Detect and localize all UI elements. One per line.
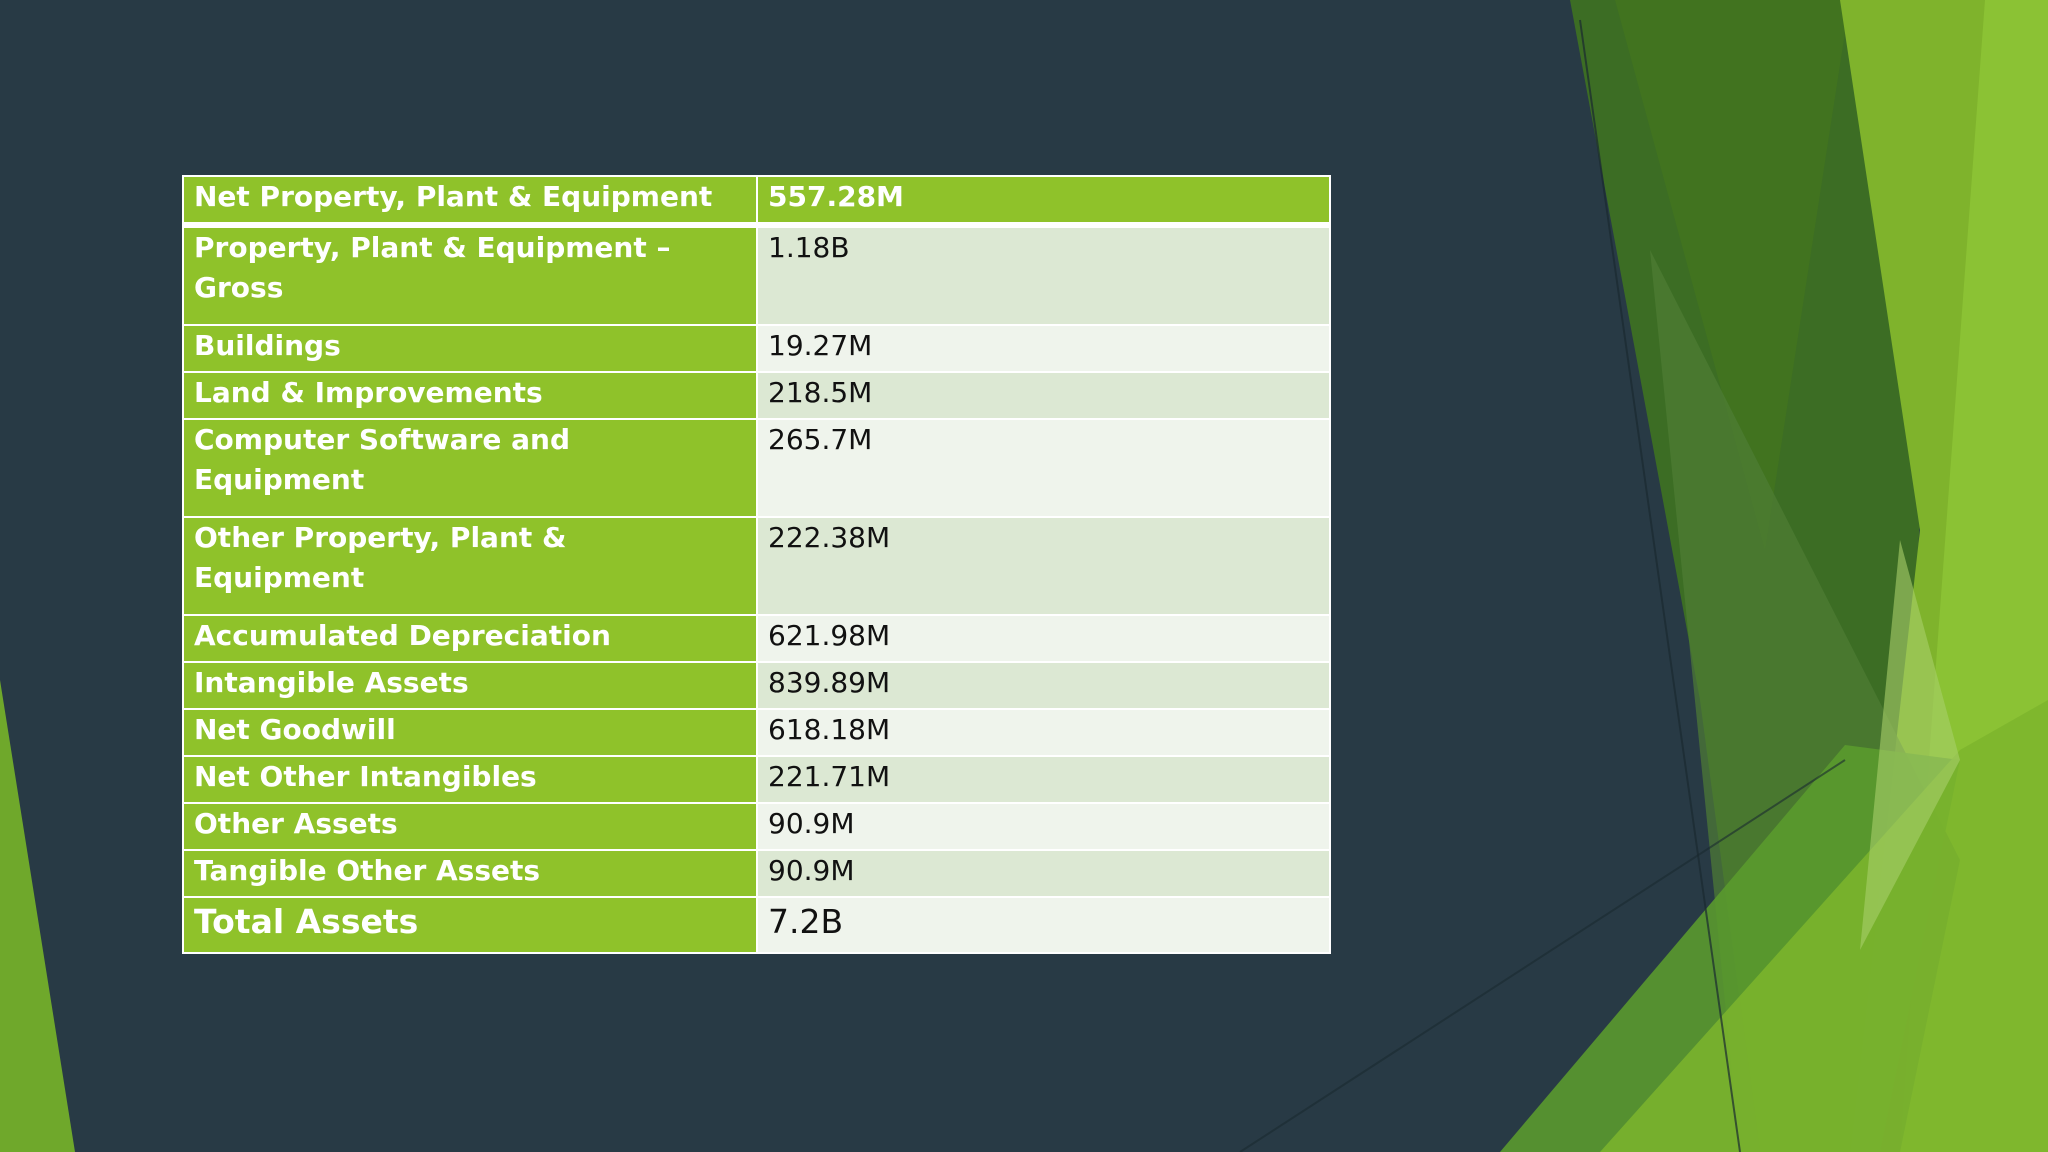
row-value: 618.18M xyxy=(756,708,1331,757)
row-label: Other Assets xyxy=(182,802,758,851)
row-value: 221.71M xyxy=(756,755,1331,804)
total-value: 7.2B xyxy=(756,896,1331,954)
row-value: 839.89M xyxy=(756,661,1331,710)
table-row: Other Assets 90.9M xyxy=(182,802,1331,851)
assets-table-container: Net Property, Plant & Equipment 557.28M … xyxy=(182,175,1331,954)
table-row: Land & Improvements 218.5M xyxy=(182,371,1331,420)
assets-table: Net Property, Plant & Equipment 557.28M … xyxy=(182,175,1331,954)
row-value: 265.7M xyxy=(756,418,1331,518)
row-label: Property, Plant & Equipment – Gross xyxy=(182,224,758,326)
row-label: Net Property, Plant & Equipment xyxy=(182,175,758,228)
row-label: Buildings xyxy=(182,324,758,373)
row-label: Net Goodwill xyxy=(182,708,758,757)
row-value: 1.18B xyxy=(756,224,1331,326)
row-label: Land & Improvements xyxy=(182,371,758,420)
table-row: Computer Software and Equipment 265.7M xyxy=(182,418,1331,518)
row-value: 222.38M xyxy=(756,516,1331,616)
table-row: Intangible Assets 839.89M xyxy=(182,661,1331,710)
row-label: Net Other Intangibles xyxy=(182,755,758,804)
row-label: Computer Software and Equipment xyxy=(182,418,758,518)
table-row: Net Other Intangibles 221.71M xyxy=(182,755,1331,804)
row-label: Tangible Other Assets xyxy=(182,849,758,898)
row-value: 90.9M xyxy=(756,849,1331,898)
row-value: 90.9M xyxy=(756,802,1331,851)
row-value: 19.27M xyxy=(756,324,1331,373)
table-row: Net Property, Plant & Equipment 557.28M xyxy=(182,175,1331,228)
row-label: Accumulated Depreciation xyxy=(182,614,758,663)
table-row: Other Property, Plant & Equipment 222.38… xyxy=(182,516,1331,616)
row-value: 621.98M xyxy=(756,614,1331,663)
table-row: Tangible Other Assets 90.9M xyxy=(182,849,1331,898)
table-row: Accumulated Depreciation 621.98M xyxy=(182,614,1331,663)
table-row: Net Goodwill 618.18M xyxy=(182,708,1331,757)
total-label: Total Assets xyxy=(182,896,758,954)
table-row: Buildings 19.27M xyxy=(182,324,1331,373)
table-row-total: Total Assets 7.2B xyxy=(182,896,1331,954)
row-value: 557.28M xyxy=(756,175,1331,228)
table-row: Property, Plant & Equipment – Gross 1.18… xyxy=(182,224,1331,326)
row-label: Intangible Assets xyxy=(182,661,758,710)
row-label: Other Property, Plant & Equipment xyxy=(182,516,758,616)
row-value: 218.5M xyxy=(756,371,1331,420)
